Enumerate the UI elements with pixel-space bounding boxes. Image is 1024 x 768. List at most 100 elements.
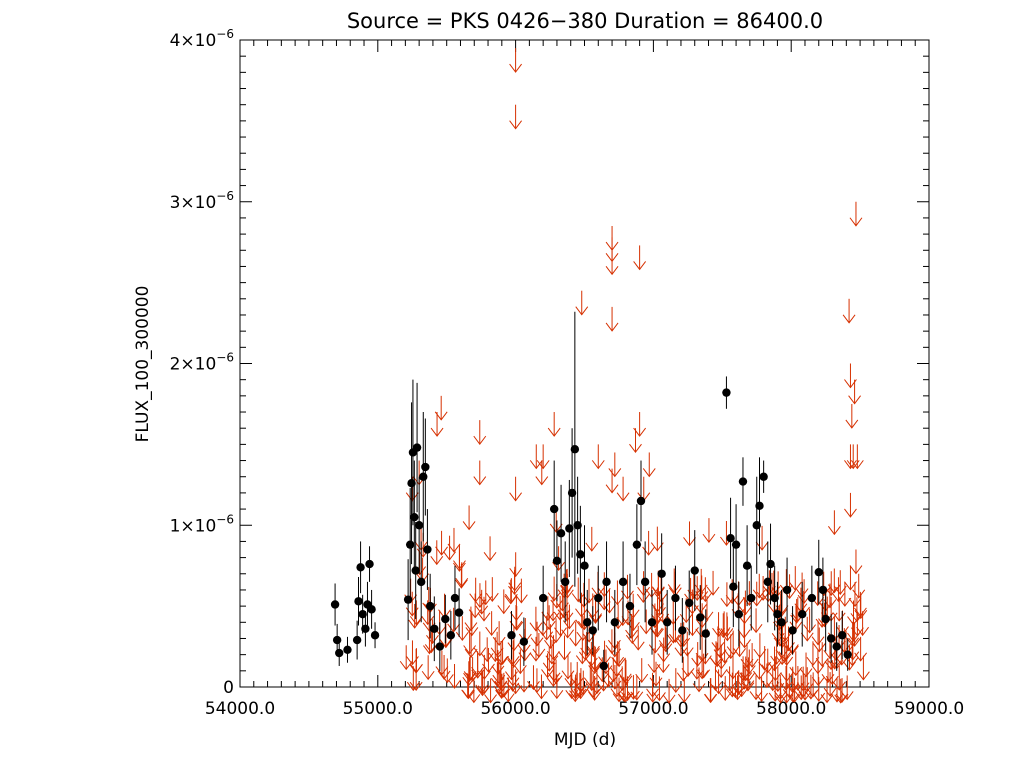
upper-limit-head: [788, 693, 801, 703]
upper-limit-arrow: [544, 624, 557, 650]
upper-limit-head: [462, 676, 476, 687]
upper-limit-head: [815, 657, 829, 668]
upper-limit-arrow: [690, 576, 704, 602]
upper-limit-arrow: [811, 661, 825, 687]
upper-limit-head: [530, 637, 544, 647]
detection-point: [602, 541, 611, 623]
upper-limit-arrow: [505, 655, 518, 681]
detection-point: [446, 610, 456, 660]
upper-limit-arrow: [648, 628, 662, 654]
upper-limit-arrow: [563, 604, 576, 630]
upper-limit-arrow: [849, 549, 863, 575]
upper-limit-arrow: [847, 617, 860, 642]
upper-limit-arrow: [775, 640, 789, 666]
upper-limit-arrow: [438, 593, 451, 619]
y-tick-label: 0: [223, 678, 234, 698]
upper-limit-head: [475, 605, 489, 615]
upper-limit-head: [625, 634, 639, 644]
detection-marker: [766, 559, 775, 569]
detection-point: [507, 610, 516, 660]
upper-limit-arrow: [844, 492, 857, 518]
upper-limit-head: [490, 647, 504, 657]
detection-point: [573, 476, 582, 574]
upper-limit-head: [677, 637, 691, 648]
upper-limit-arrow: [755, 525, 769, 551]
upper-limit-head: [698, 592, 712, 603]
upper-limit-arrow: [617, 676, 631, 702]
upper-limit-head: [820, 694, 834, 704]
upper-limit-arrow: [608, 664, 622, 690]
upper-limit-arrow: [430, 412, 444, 437]
upper-limit-arrow: [646, 672, 659, 698]
upper-limit-head: [753, 670, 766, 680]
upper-limit-arrow: [490, 662, 504, 688]
upper-limit-arrow: [443, 535, 456, 561]
upper-limit-head: [535, 476, 549, 486]
detection-marker: [410, 512, 419, 522]
upper-limit-arrow: [462, 661, 476, 687]
upper-limit-arrow: [423, 629, 436, 655]
detection-point: [565, 479, 574, 578]
upper-limit-arrow: [742, 649, 756, 675]
upper-limit-head: [430, 555, 444, 566]
upper-limit-head: [571, 593, 585, 603]
upper-limit-arrow: [561, 613, 575, 639]
upper-limit-arrow: [618, 657, 632, 683]
upper-limit-arrow: [577, 582, 591, 608]
upper-limit-head: [844, 460, 857, 470]
detection-marker: [430, 624, 439, 633]
upper-limit-head: [804, 690, 818, 700]
detection-point: [430, 596, 439, 662]
detections-series: [330, 311, 852, 683]
detection-marker: [343, 645, 352, 654]
upper-limit-arrow: [844, 565, 857, 591]
upper-limit-arrow: [495, 673, 509, 699]
upper-limit-head: [547, 427, 561, 437]
detection-marker: [602, 577, 611, 587]
upper-limit-arrow: [780, 678, 794, 704]
detection-marker: [671, 593, 680, 603]
detection-marker: [729, 582, 738, 591]
upper-limit-head: [625, 629, 638, 639]
detection-marker: [837, 631, 847, 640]
upper-limit-arrow: [654, 577, 668, 603]
x-tick-label: 56000.0: [480, 699, 550, 719]
upper-limit-head: [552, 561, 565, 572]
upper-limit-head: [786, 693, 800, 703]
upper-limit-arrow: [603, 588, 616, 614]
detection-marker: [777, 618, 786, 627]
detection-marker: [640, 577, 650, 587]
upper-limit-head: [399, 660, 413, 671]
upper-limit-head: [695, 670, 709, 680]
upper-limit-arrow: [745, 643, 759, 668]
upper-limit-arrow: [657, 637, 671, 663]
upper-limit-arrow: [509, 476, 522, 502]
upper-limit-head: [845, 419, 859, 429]
upper-limit-head: [856, 626, 869, 637]
upper-limit-head: [667, 584, 681, 594]
detection-point: [777, 589, 786, 655]
detection-point: [685, 570, 694, 636]
detection-marker: [742, 561, 752, 570]
upper-limit-head: [585, 681, 599, 692]
upper-limit-head: [811, 677, 825, 687]
detection-marker: [565, 524, 574, 533]
upper-limit-arrow: [541, 596, 555, 622]
detection-point: [782, 557, 792, 623]
upper-limit-head: [755, 541, 769, 551]
upper-limit-arrow: [517, 667, 531, 693]
upper-limit-head: [729, 689, 742, 699]
upper-limit-arrow: [440, 658, 454, 684]
upper-limit-head: [590, 685, 604, 695]
upper-limit-head: [647, 663, 661, 674]
upper-limit-arrow: [483, 536, 497, 562]
upper-limit-arrow: [463, 655, 477, 681]
upper-limit-head: [462, 521, 476, 531]
upper-limit-head: [630, 691, 644, 701]
upper-limit-arrow: [569, 621, 583, 647]
upper-limit-head: [561, 670, 575, 680]
upper-limit-head: [761, 664, 775, 674]
upper-limit-arrow: [842, 298, 856, 324]
upper-limit-arrow: [749, 608, 763, 634]
upper-limit-arrow: [771, 667, 785, 693]
